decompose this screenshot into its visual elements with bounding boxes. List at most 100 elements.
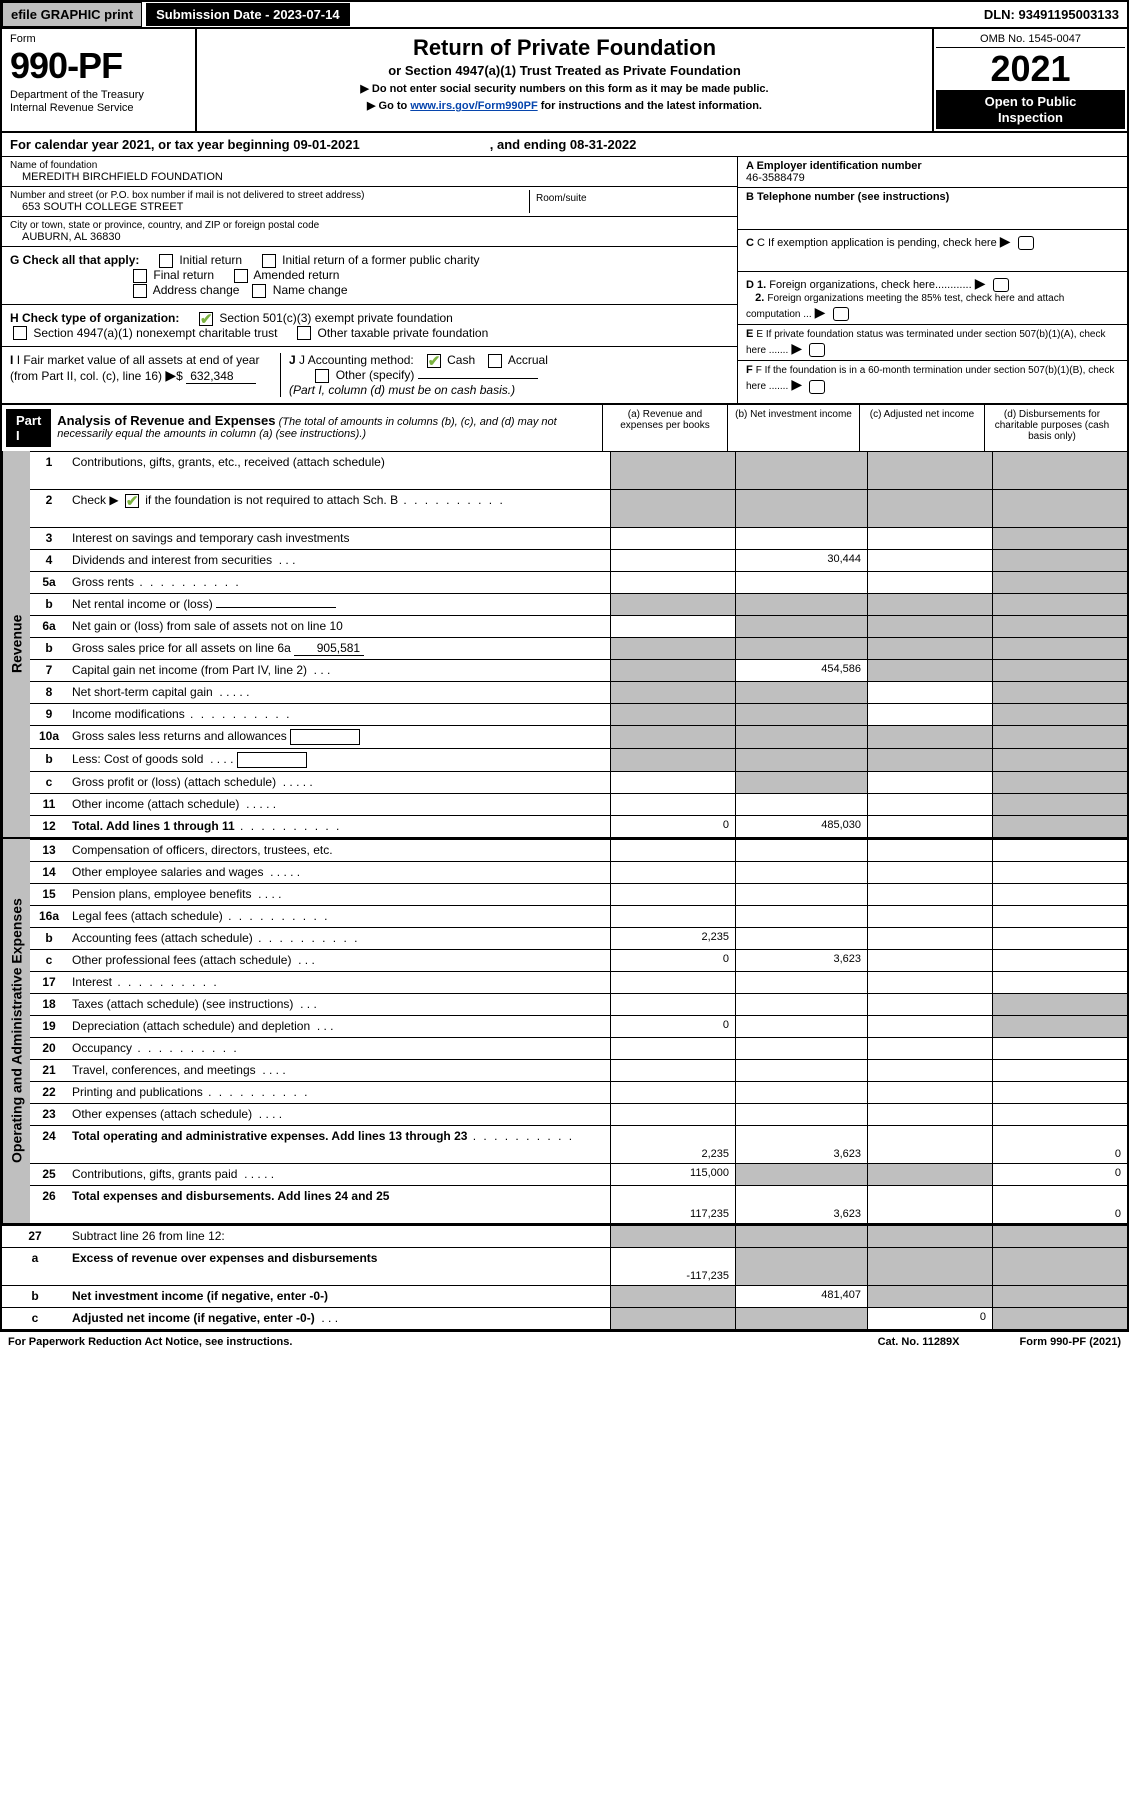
c-cell: C C If exemption application is pending,… (738, 230, 1127, 272)
line-4: Dividends and interest from securities .… (68, 550, 610, 571)
irs-link[interactable]: www.irs.gov/Form990PF (410, 100, 537, 112)
h-check-row: H Check type of organization: Section 50… (2, 304, 737, 347)
j-label: J Accounting method: (299, 353, 414, 367)
name-change-checkbox[interactable] (252, 284, 266, 298)
line-11: Other income (attach schedule) . . . . . (68, 794, 610, 815)
4947-checkbox[interactable] (13, 326, 27, 340)
initial-former-checkbox[interactable] (262, 254, 276, 268)
val-16cb: 3,623 (735, 950, 867, 971)
name-label: Name of foundation (10, 160, 729, 171)
h-other: Other taxable private foundation (318, 326, 489, 340)
final-return-checkbox[interactable] (133, 269, 147, 283)
form-container: efile GRAPHIC print Submission Date - 20… (0, 0, 1129, 1331)
info-left: Name of foundation MEREDITH BIRCHFIELD F… (2, 157, 737, 403)
main-title: Return of Private Foundation (207, 35, 922, 61)
part1-header-row: Part I Analysis of Revenue and Expenses … (2, 403, 1127, 451)
instr2-post: for instructions and the latest informat… (538, 100, 762, 112)
line-17: Interest (68, 972, 610, 993)
calendar-year-line: For calendar year 2021, or tax year begi… (2, 133, 1127, 157)
line-1: Contributions, gifts, grants, etc., rece… (68, 452, 610, 489)
line-22: Printing and publications (68, 1082, 610, 1103)
initial-return-checkbox[interactable] (159, 254, 173, 268)
accrual-checkbox[interactable] (488, 354, 502, 368)
addr-label: Number and street (or P.O. box number if… (10, 190, 529, 201)
cash-checkbox[interactable] (427, 354, 441, 368)
col-b-header: (b) Net investment income (727, 405, 859, 451)
line-25: Contributions, gifts, grants paid . . . … (68, 1164, 610, 1185)
line-16c: Other professional fees (attach schedule… (68, 950, 610, 971)
val-24d: 0 (992, 1126, 1127, 1163)
g-opt-0: Initial return (179, 253, 242, 267)
g-check-row: G Check all that apply: Initial return I… (2, 247, 737, 303)
dln-number: DLN: 93491195003133 (976, 3, 1127, 26)
line-6a: Net gain or (loss) from sale of assets n… (68, 616, 610, 637)
expenses-section: Operating and Administrative Expenses 13… (2, 837, 1127, 1223)
val-7b: 454,586 (735, 660, 867, 681)
submission-date: Submission Date - 2023-07-14 (146, 3, 350, 26)
address-cell: Number and street (or P.O. box number if… (2, 187, 737, 217)
val-25a: 115,000 (610, 1164, 735, 1185)
amended-return-checkbox[interactable] (234, 269, 248, 283)
val-12b: 485,030 (735, 816, 867, 837)
part1-title: Analysis of Revenue and Expenses (57, 413, 275, 428)
footer: For Paperwork Reduction Act Notice, see … (0, 1331, 1129, 1352)
line-23: Other expenses (attach schedule) . . . . (68, 1104, 610, 1125)
g-opt-5: Name change (273, 283, 348, 297)
schb-checkbox[interactable] (125, 494, 139, 508)
val-26d: 0 (992, 1186, 1127, 1223)
room-label: Room/suite (536, 193, 723, 204)
d2-label: Foreign organizations meeting the 85% te… (746, 293, 1064, 320)
line-10b: Less: Cost of goods sold . . . . (68, 749, 610, 771)
open-inspection: Open to Public Inspection (936, 90, 1125, 129)
part1-label: Part I (6, 409, 51, 447)
city-label: City or town, state or province, country… (10, 220, 729, 231)
department-label: Department of the Treasury Internal Reve… (10, 89, 187, 115)
g-label: G Check all that apply: (10, 253, 139, 267)
info-right: A Employer identification number 46-3588… (737, 157, 1127, 403)
form-label: Form (10, 33, 187, 45)
efile-print-button[interactable]: efile GRAPHIC print (2, 2, 142, 27)
line-10a: Gross sales less returns and allowances (68, 726, 610, 748)
foundation-name: MEREDITH BIRCHFIELD FOUNDATION (10, 171, 729, 183)
j-note: (Part I, column (d) must be on cash basi… (289, 383, 515, 397)
b-label: B Telephone number (see instructions) (746, 191, 949, 203)
d-cell: D 1. Foreign organizations, check here..… (738, 272, 1127, 325)
d2-checkbox[interactable] (833, 307, 849, 321)
g-opt-4: Address change (153, 283, 240, 297)
val-6b: 905,581 (294, 641, 364, 656)
e-checkbox[interactable] (809, 343, 825, 357)
val-26a: 117,235 (610, 1186, 735, 1223)
val-16ba: 2,235 (610, 928, 735, 949)
line-15: Pension plans, employee benefits . . . . (68, 884, 610, 905)
line-5b: Net rental income or (loss) (68, 594, 610, 615)
footer-left: For Paperwork Reduction Act Notice, see … (8, 1336, 292, 1348)
line-27b: Net investment income (if negative, ente… (68, 1286, 610, 1307)
val-25d: 0 (992, 1164, 1127, 1185)
d1-checkbox[interactable] (993, 278, 1009, 292)
a-label: A Employer identification number (746, 160, 922, 172)
line-14: Other employee salaries and wages . . . … (68, 862, 610, 883)
line-7: Capital gain net income (from Part IV, l… (68, 660, 610, 681)
val-24b: 3,623 (735, 1126, 867, 1163)
line-13: Compensation of officers, directors, tru… (68, 840, 610, 861)
f-cell: F F If the foundation is in a 60-month t… (738, 361, 1127, 396)
instruction-2: ▶ Go to www.irs.gov/Form990PF for instru… (207, 99, 922, 112)
year-box: OMB No. 1545-0047 2021 Open to Public In… (932, 29, 1127, 131)
line-19: Depreciation (attach schedule) and deple… (68, 1016, 610, 1037)
val-24a: 2,235 (610, 1126, 735, 1163)
g-opt-2: Final return (153, 268, 214, 282)
form-header: Form 990-PF Department of the Treasury I… (2, 29, 1127, 133)
revenue-rows: 1Contributions, gifts, grants, etc., rec… (30, 451, 1127, 837)
f-checkbox[interactable] (809, 380, 825, 394)
line-16b: Accounting fees (attach schedule) (68, 928, 610, 949)
c-checkbox[interactable] (1018, 236, 1034, 250)
form-number-box: Form 990-PF Department of the Treasury I… (2, 29, 197, 131)
501c3-checkbox[interactable] (199, 312, 213, 326)
other-taxable-checkbox[interactable] (297, 326, 311, 340)
address-change-checkbox[interactable] (133, 284, 147, 298)
other-method-checkbox[interactable] (315, 369, 329, 383)
line-12: Total. Add lines 1 through 11 (68, 816, 610, 837)
j-cash: Cash (447, 353, 475, 367)
g-opt-1: Initial return of a former public charit… (282, 253, 479, 267)
line-27c: Adjusted net income (if negative, enter … (68, 1308, 610, 1329)
